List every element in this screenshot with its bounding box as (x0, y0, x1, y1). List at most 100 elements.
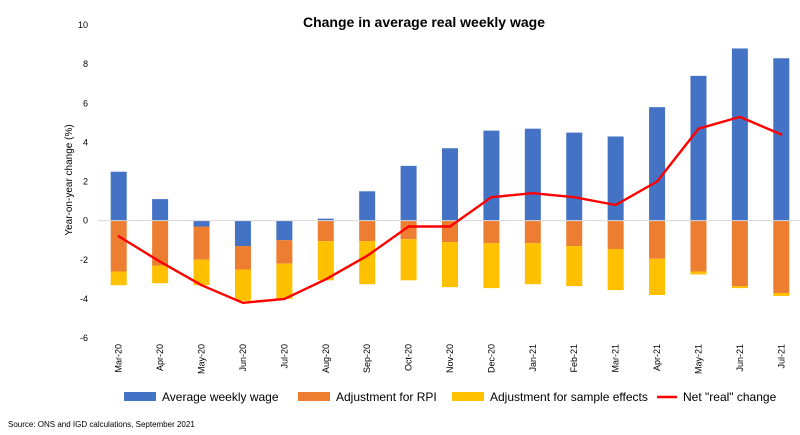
x-tick-label: Jun-20 (238, 344, 248, 372)
y-tick-label: -4 (80, 294, 88, 304)
bar-segment-1 (731, 220, 748, 287)
bar-segment-2 (731, 286, 748, 289)
x-tick-label: Nov-20 (445, 344, 455, 373)
bar-segment-0 (566, 132, 583, 221)
bar-segment-1 (566, 220, 583, 247)
bar-segment-1 (607, 220, 624, 249)
y-tick-label: -2 (80, 255, 88, 265)
x-tick-label: Oct-20 (404, 344, 414, 371)
bar-segment-2 (483, 243, 500, 289)
bar-segment-1 (110, 220, 127, 272)
net-change-point (158, 260, 162, 263)
bar-segment-0 (110, 171, 127, 221)
bar-segment-2 (234, 269, 251, 301)
net-change-line-series (117, 115, 783, 304)
x-tick-label: Feb-21 (569, 344, 579, 373)
y-tick-label: 10 (78, 20, 88, 30)
bar-segment-1 (524, 220, 541, 244)
bar-segment-0 (276, 220, 293, 241)
bar-segment-2 (193, 259, 210, 286)
legend-swatch (452, 392, 484, 401)
net-change-point (697, 127, 700, 130)
net-change-point (655, 180, 659, 183)
x-tick-label: Jul-20 (279, 344, 289, 369)
x-tick-label: Mar-21 (611, 344, 621, 373)
bar-segment-1 (649, 220, 666, 259)
bar-segment-2 (110, 271, 127, 286)
bar-segment-2 (566, 246, 583, 287)
y-tick-label: 8 (83, 59, 88, 69)
bar-segment-1 (400, 220, 417, 240)
bar-segment-1 (193, 226, 210, 260)
legend-label: Adjustment for RPI (336, 390, 437, 404)
legend-swatch (124, 392, 156, 401)
y-tick-label: 2 (83, 177, 88, 187)
x-tick-label: Mar-20 (114, 344, 124, 373)
bar-segment-0 (773, 58, 790, 221)
net-change-point (531, 192, 535, 195)
bar-segment-0 (359, 191, 376, 221)
x-tick-label: May-20 (197, 344, 207, 374)
bar-segment-1 (276, 240, 293, 264)
x-tick-label: Sep-20 (362, 344, 372, 373)
y-tick-label: -6 (80, 333, 88, 343)
net-change-point (407, 225, 410, 228)
net-change-point (117, 235, 120, 238)
bar-segment-2 (649, 258, 666, 295)
legend-swatch (298, 392, 330, 401)
legend-label: Average weekly wage (162, 390, 279, 404)
bar-segment-2 (524, 243, 541, 285)
legend: Average weekly wage Adjustment for RPI Adj… (124, 390, 777, 404)
bar-segment-2 (359, 241, 376, 285)
y-tick-label: 6 (83, 98, 88, 108)
y-tick-label: 0 (83, 216, 88, 226)
bar-segment-1 (152, 220, 169, 266)
bar-segment-0 (400, 165, 417, 221)
bar-segment-2 (276, 263, 293, 299)
net-change-point (324, 278, 327, 281)
net-change-point (448, 225, 452, 228)
net-change-point (738, 115, 742, 119)
bar-segment-0 (442, 148, 458, 221)
net-change-point (614, 203, 617, 207)
x-tick-label: Jun-21 (735, 344, 745, 372)
net-change-point (365, 254, 369, 258)
bar-segment-1 (773, 220, 790, 294)
bar-segment-1 (234, 246, 251, 270)
x-tick-label: Apr-20 (155, 344, 165, 371)
y-tick-labels: -6 -4 -2 0 2 4 6 8 10 (78, 20, 88, 343)
net-change-point (573, 195, 576, 199)
bar-segment-0 (234, 220, 251, 247)
x-tick-labels: Mar-20 Apr-20 May-20 Jun-20 Jul-20 Aug-20 Sep-… (114, 344, 787, 374)
bar-series (110, 48, 790, 301)
bar-segment-2 (690, 271, 707, 275)
net-change-point (490, 195, 493, 199)
bar-segment-2 (607, 248, 624, 291)
x-tick-label: May-21 (693, 344, 703, 374)
bar-segment-0 (731, 48, 748, 221)
net-change-point (780, 133, 783, 136)
source-note: Source: ONS and IGD calculations, Septem… (8, 420, 195, 429)
x-tick-label: Jul-21 (776, 344, 786, 369)
bar-segment-0 (524, 128, 541, 221)
chart-title: Change in average real weekly wage (303, 14, 545, 30)
x-tick-label: Aug-20 (321, 344, 331, 373)
bar-segment-2 (442, 242, 458, 288)
x-tick-label: Apr-21 (652, 344, 662, 371)
bar-segment-0 (649, 107, 666, 221)
net-change-point (241, 301, 245, 304)
y-axis-title: Year-on-year change (%) (64, 124, 75, 235)
bar-segment-0 (690, 75, 707, 221)
x-tick-label: Jan-21 (528, 344, 538, 372)
bar-segment-0 (483, 130, 500, 221)
bar-segment-1 (690, 220, 707, 272)
bar-segment-0 (152, 199, 169, 221)
bar-segment-2 (317, 241, 334, 281)
bar-segment-1 (483, 220, 500, 244)
bar-segment-0 (607, 136, 624, 221)
net-change-point (200, 283, 203, 287)
bar-segment-2 (152, 265, 169, 284)
bar-segment-2 (400, 239, 417, 281)
bar-segment-1 (317, 220, 334, 242)
